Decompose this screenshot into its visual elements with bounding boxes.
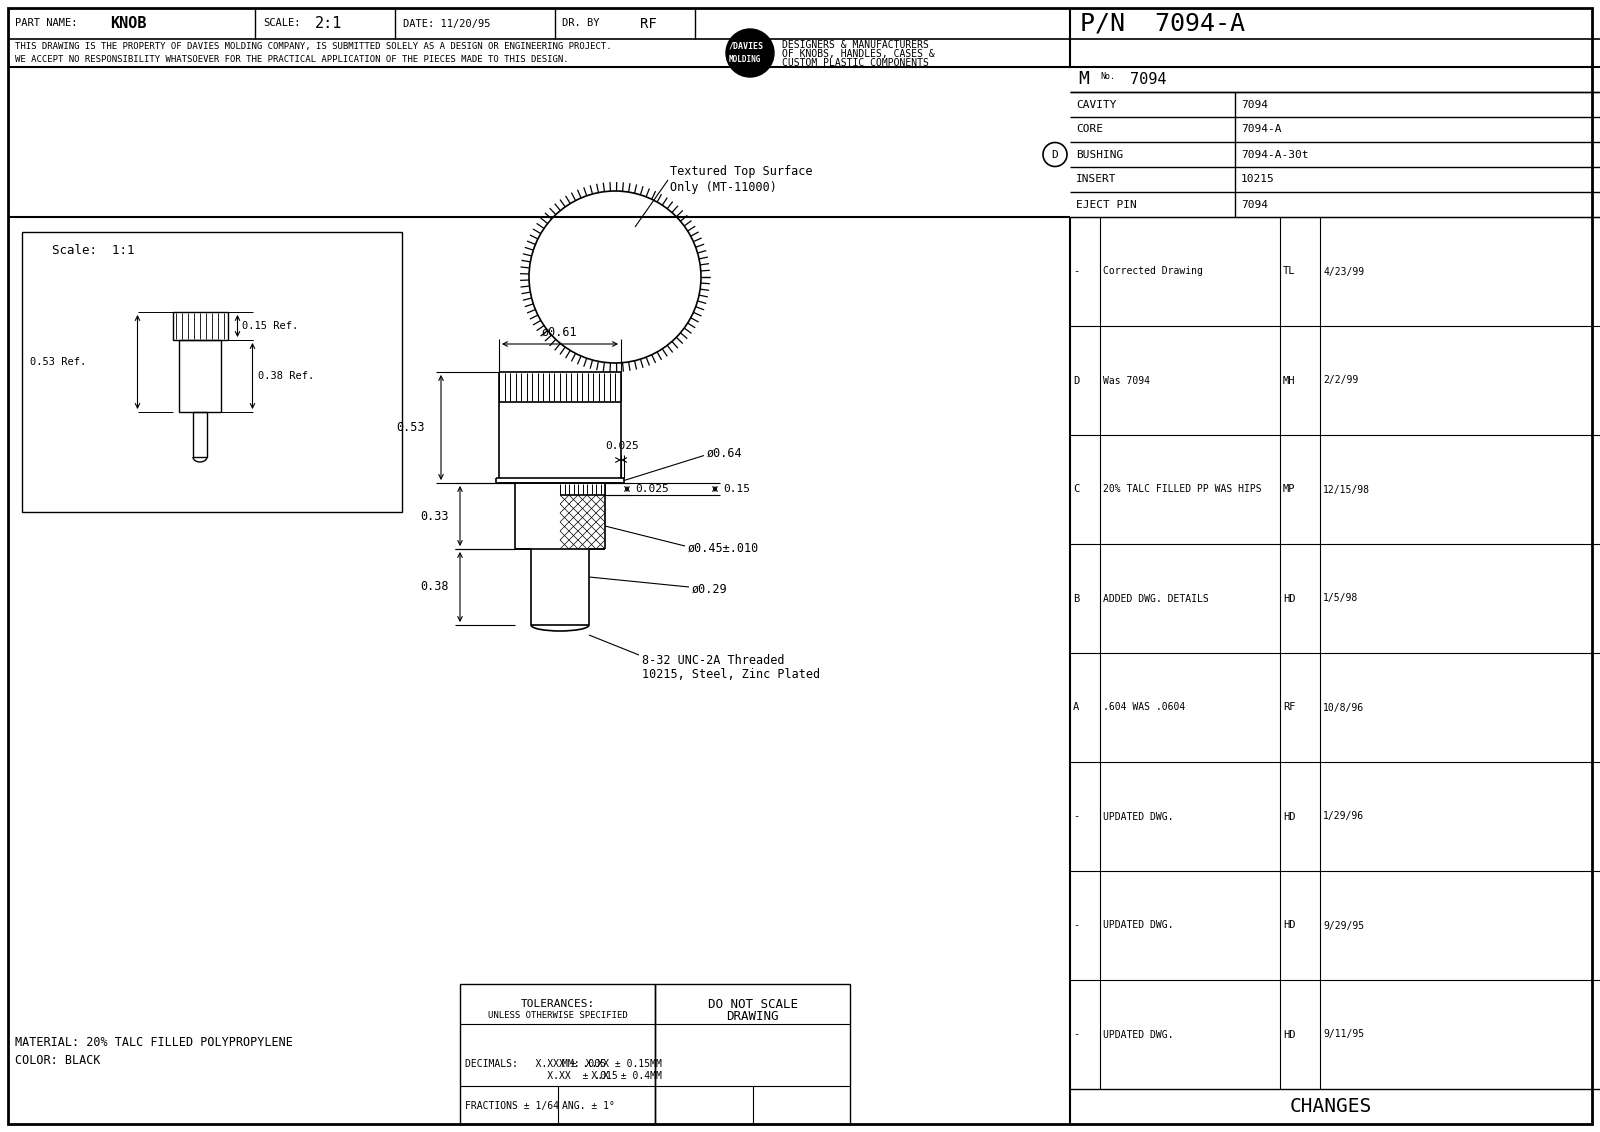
Text: C: C xyxy=(1074,484,1080,495)
Text: 0.15: 0.15 xyxy=(723,484,750,494)
Text: 2:1: 2:1 xyxy=(315,16,342,31)
Text: UPDATED DWG.: UPDATED DWG. xyxy=(1102,920,1173,931)
Text: EJECT PIN: EJECT PIN xyxy=(1075,199,1136,209)
Text: X.X  ± 0.4MM: X.X ± 0.4MM xyxy=(563,1071,662,1081)
Bar xyxy=(194,412,206,457)
Text: WE ACCEPT NO RESPONSIBILITY WHATSOEVER FOR THE PRACTICAL APPLICATION OF THE PIEC: WE ACCEPT NO RESPONSIBILITY WHATSOEVER F… xyxy=(14,55,568,65)
Text: CHANGES: CHANGES xyxy=(1290,1097,1373,1116)
Text: -: - xyxy=(1074,1029,1080,1039)
Text: ø0.45±.010: ø0.45±.010 xyxy=(688,541,760,555)
Text: UPDATED DWG.: UPDATED DWG. xyxy=(1102,1029,1173,1039)
Text: HD: HD xyxy=(1283,1029,1296,1039)
Text: ø0.61: ø0.61 xyxy=(542,326,578,338)
Text: FRACTIONS ± 1/64: FRACTIONS ± 1/64 xyxy=(466,1101,558,1110)
Text: 7094: 7094 xyxy=(1130,72,1166,87)
Text: DECIMALS:   X.XXX ± .005: DECIMALS: X.XXX ± .005 xyxy=(466,1060,606,1069)
Text: -: - xyxy=(1074,266,1080,276)
Text: 7094: 7094 xyxy=(1242,199,1267,209)
Text: COLOR: BLACK: COLOR: BLACK xyxy=(14,1054,101,1066)
Text: DATE: 11/20/95: DATE: 11/20/95 xyxy=(403,18,491,28)
Text: 4/23/99: 4/23/99 xyxy=(1323,266,1365,276)
Text: DO NOT SCALE: DO NOT SCALE xyxy=(707,997,797,1011)
Text: MATERIAL: 20% TALC FILLED POLYPROPYLENE: MATERIAL: 20% TALC FILLED POLYPROPYLENE xyxy=(14,1036,293,1048)
Text: ø0.29: ø0.29 xyxy=(691,583,728,595)
Text: HD: HD xyxy=(1283,593,1296,603)
Text: 0.53: 0.53 xyxy=(397,421,424,434)
Text: MP: MP xyxy=(1283,484,1296,495)
Text: PART NAME:: PART NAME: xyxy=(14,18,77,28)
Text: HD: HD xyxy=(1283,920,1296,931)
Text: INSERT: INSERT xyxy=(1075,174,1117,185)
Text: OF KNOBS, HANDLES, CASES &: OF KNOBS, HANDLES, CASES & xyxy=(782,49,934,59)
Text: DRAWING: DRAWING xyxy=(726,1011,779,1023)
Text: DR. BY: DR. BY xyxy=(562,18,600,28)
Text: 0.38: 0.38 xyxy=(419,581,448,593)
Text: A: A xyxy=(1074,703,1080,712)
Bar xyxy=(179,340,221,412)
Text: 0.025: 0.025 xyxy=(606,441,640,451)
Text: UPDATED DWG.: UPDATED DWG. xyxy=(1102,812,1173,822)
Text: D: D xyxy=(1051,149,1058,160)
Text: 0.38 Ref.: 0.38 Ref. xyxy=(258,371,314,381)
Text: B: B xyxy=(1074,593,1080,603)
Text: 0.15 Ref.: 0.15 Ref. xyxy=(243,321,299,331)
Text: UNLESS OTHERWISE SPECIFIED: UNLESS OTHERWISE SPECIFIED xyxy=(488,1012,627,1021)
Text: 7094: 7094 xyxy=(1242,100,1267,110)
Text: CUSTOM PLASTIC COMPONENTS: CUSTOM PLASTIC COMPONENTS xyxy=(782,58,930,68)
Text: TOLERANCES:: TOLERANCES: xyxy=(520,1000,595,1009)
Text: RF: RF xyxy=(640,17,656,31)
Text: 1/29/96: 1/29/96 xyxy=(1323,812,1365,822)
Text: BUSHING: BUSHING xyxy=(1075,149,1123,160)
Text: CORE: CORE xyxy=(1075,125,1102,135)
Text: KNOB: KNOB xyxy=(110,16,147,31)
Text: ADDED DWG. DETAILS: ADDED DWG. DETAILS xyxy=(1102,593,1208,603)
Text: Corrected Drawing: Corrected Drawing xyxy=(1102,266,1203,276)
Text: TL: TL xyxy=(1283,266,1296,276)
Text: MM: X.XX ± 0.15MM: MM: X.XX ± 0.15MM xyxy=(563,1060,662,1069)
Text: 9/29/95: 9/29/95 xyxy=(1323,920,1365,931)
Text: Only (MT-11000): Only (MT-11000) xyxy=(670,180,778,194)
Text: SCALE:: SCALE: xyxy=(262,18,301,28)
Text: MH: MH xyxy=(1283,376,1296,386)
Text: 9/11/95: 9/11/95 xyxy=(1323,1029,1365,1039)
Text: 8-32 UNC-2A Threaded: 8-32 UNC-2A Threaded xyxy=(642,653,784,667)
Text: -: - xyxy=(1074,920,1080,931)
Text: 10215: 10215 xyxy=(1242,174,1275,185)
Text: RF: RF xyxy=(1283,703,1296,712)
Text: 0.33: 0.33 xyxy=(419,509,448,523)
Text: /DAVIES: /DAVIES xyxy=(730,42,765,51)
Circle shape xyxy=(726,29,774,77)
Bar xyxy=(461,984,654,1124)
Text: D: D xyxy=(1074,376,1080,386)
Text: CAVITY: CAVITY xyxy=(1075,100,1117,110)
Bar xyxy=(173,312,227,340)
Text: MOLDING: MOLDING xyxy=(730,54,762,63)
Text: 10/8/96: 10/8/96 xyxy=(1323,703,1365,712)
Text: 2/2/99: 2/2/99 xyxy=(1323,376,1358,386)
Text: THIS DRAWING IS THE PROPERTY OF DAVIES MOLDING COMPANY, IS SUBMITTED SOLELY AS A: THIS DRAWING IS THE PROPERTY OF DAVIES M… xyxy=(14,42,611,51)
Text: 7094-A: 7094-A xyxy=(1242,125,1282,135)
Bar xyxy=(654,984,850,1124)
Text: Textured Top Surface: Textured Top Surface xyxy=(670,165,813,179)
Text: .604 WAS .0604: .604 WAS .0604 xyxy=(1102,703,1186,712)
Bar xyxy=(22,232,402,512)
Text: 7094-A-30t: 7094-A-30t xyxy=(1242,149,1309,160)
Text: 20% TALC FILLED PP WAS HIPS: 20% TALC FILLED PP WAS HIPS xyxy=(1102,484,1262,495)
Text: 1/5/98: 1/5/98 xyxy=(1323,593,1358,603)
Text: 10215, Steel, Zinc Plated: 10215, Steel, Zinc Plated xyxy=(642,669,821,681)
Text: ø0.64: ø0.64 xyxy=(707,447,742,460)
Text: ANG. ± 1°: ANG. ± 1° xyxy=(563,1101,616,1110)
Text: No.: No. xyxy=(1101,72,1115,82)
Text: HD: HD xyxy=(1283,812,1296,822)
Text: P/N  7094-A: P/N 7094-A xyxy=(1080,11,1245,35)
Text: Scale:  1:1: Scale: 1:1 xyxy=(51,243,134,257)
Text: 0.025: 0.025 xyxy=(635,484,669,494)
Text: DESIGNERS & MANUFACTURERS: DESIGNERS & MANUFACTURERS xyxy=(782,40,930,50)
Text: -: - xyxy=(1074,812,1080,822)
Text: 12/15/98: 12/15/98 xyxy=(1323,484,1370,495)
Text: M: M xyxy=(1078,70,1090,88)
Text: X.XX  ± .015: X.XX ± .015 xyxy=(466,1071,618,1081)
Text: Was 7094: Was 7094 xyxy=(1102,376,1150,386)
Text: 0.53 Ref.: 0.53 Ref. xyxy=(30,357,86,367)
